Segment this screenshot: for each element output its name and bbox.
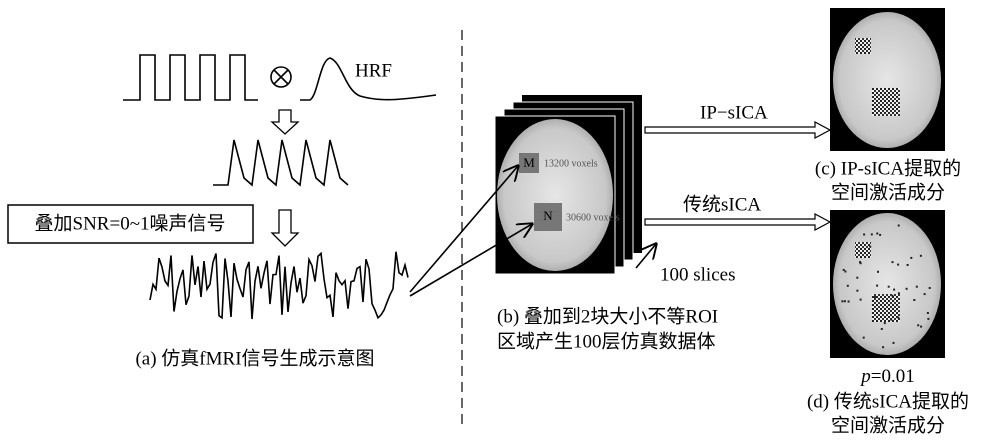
- caption-b: 区域产生100层仿真数据体: [497, 330, 716, 352]
- noise-voxel: [893, 342, 895, 344]
- noise-voxel: [881, 328, 883, 330]
- panel-d: p=0.01 (d) 传统sICA提取的 空间激活成分: [807, 210, 969, 436]
- convolved-wave: [213, 140, 348, 185]
- noise-voxel: [860, 299, 862, 301]
- activation: [872, 88, 900, 116]
- noise-voxel: [920, 255, 922, 257]
- noise-voxel: [892, 295, 894, 297]
- noise-voxel: [841, 300, 843, 302]
- noise-voxel: [848, 301, 850, 303]
- noise-voxel: [863, 337, 865, 339]
- noise-voxel: [907, 264, 909, 266]
- noise-voxel: [890, 319, 892, 321]
- p-var: p: [859, 366, 871, 387]
- arrows: IP−sICA 传统sICA: [645, 102, 830, 230]
- noisy-signal: [150, 252, 408, 319]
- noise-voxel: [917, 324, 919, 326]
- noise-voxel: [871, 233, 873, 235]
- arrow-label: 传统sICA: [683, 193, 761, 215]
- roi-n-label: N: [543, 208, 553, 223]
- noise-voxel: [924, 293, 926, 295]
- down-arrow: [272, 110, 298, 134]
- hrf-label: HRF: [355, 60, 392, 81]
- noise-voxel: [913, 299, 915, 301]
- noise-voxel: [843, 269, 845, 271]
- diagram: HRF 叠加SNR=0~1噪声信号 (a) 仿真fMRI信号生成示意图 M 13…: [0, 0, 984, 443]
- activation: [872, 294, 900, 322]
- noise-voxel: [920, 326, 922, 328]
- noise-voxel: [856, 290, 858, 292]
- noise-voxel: [876, 233, 878, 235]
- caption-d: 空间激活成分: [831, 414, 945, 436]
- noise-voxel: [856, 277, 858, 279]
- convolve-x: [274, 70, 288, 84]
- hollow-arrow: [645, 122, 830, 138]
- noise-voxel: [898, 292, 900, 294]
- down-arrow: [272, 210, 298, 246]
- noise-voxel: [893, 289, 895, 291]
- noise-voxel: [927, 318, 929, 320]
- noise-voxel: [869, 246, 871, 248]
- noise-box-label: 叠加SNR=0~1噪声信号: [35, 212, 226, 234]
- brain: [833, 213, 941, 355]
- slices-label: 100 slices: [660, 264, 735, 285]
- noise-voxel: [847, 285, 849, 287]
- noise-voxel: [844, 300, 846, 302]
- activation: [855, 242, 871, 258]
- noise-voxel: [888, 286, 890, 288]
- noise-voxel: [927, 312, 929, 314]
- noise-voxel: [892, 261, 894, 263]
- noise-voxel: [877, 271, 879, 273]
- hollow-arrow: [645, 214, 830, 230]
- noise-voxel: [906, 288, 908, 290]
- roi-n-size: 30600 voxels: [566, 212, 620, 223]
- p-num: =0.01: [871, 366, 915, 387]
- caption-a: (a) 仿真fMRI信号生成示意图: [135, 347, 374, 369]
- caption-d: (d) 传统sICA提取的: [807, 390, 969, 412]
- brain: [833, 12, 941, 148]
- noise-voxel: [897, 317, 899, 319]
- caption-c: (c) IP-sICA提取的: [815, 157, 961, 179]
- noise-voxel: [897, 264, 899, 266]
- noise-voxel: [879, 234, 881, 236]
- p-value: p=0.01: [859, 366, 914, 387]
- noise-voxel: [910, 257, 912, 259]
- noise-voxel: [929, 287, 931, 289]
- panel-a: HRF 叠加SNR=0~1噪声信号 (a) 仿真fMRI信号生成示意图: [8, 55, 436, 369]
- noise-voxel: [859, 261, 861, 263]
- caption-b: (b) 叠加到2块大小不等ROI: [497, 305, 718, 327]
- activation: [855, 38, 871, 54]
- noise-voxel: [874, 296, 876, 298]
- roi-m-label: M: [523, 155, 535, 170]
- stimulus-wave: [123, 55, 258, 100]
- caption-c: 空间激活成分: [831, 181, 945, 203]
- roi-m-size: 13200 voxels: [544, 158, 598, 169]
- arrow-label: IP−sICA: [700, 102, 768, 123]
- noise-voxel: [882, 346, 884, 348]
- noise-voxel: [916, 286, 918, 288]
- noise-voxel: [876, 285, 878, 287]
- brain-slice: [497, 119, 613, 271]
- noise-voxel: [884, 322, 886, 324]
- noise-voxel: [863, 234, 865, 236]
- noise-voxel: [898, 225, 900, 227]
- panel-c: (c) IP-sICA提取的 空间激活成分: [815, 8, 961, 203]
